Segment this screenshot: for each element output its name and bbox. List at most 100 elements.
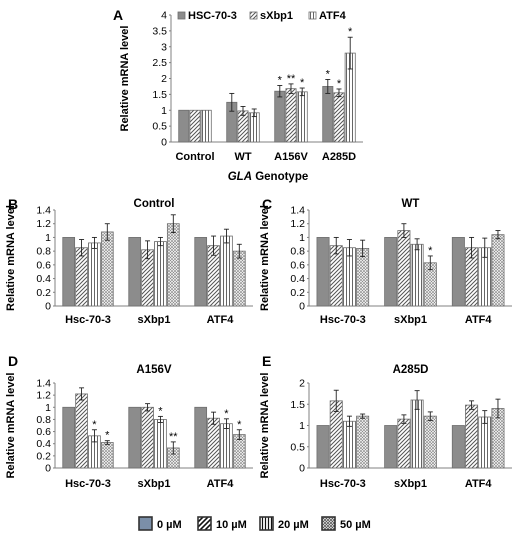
significance-marker: **: [287, 73, 296, 85]
legend-swatch: [259, 516, 274, 531]
category-label: Control: [175, 151, 214, 163]
y-tick-label: 2.5: [152, 57, 167, 69]
legend-label: 50 µM: [340, 519, 371, 531]
legend-swatch: [197, 516, 212, 531]
legend-item: 20 µM: [259, 516, 309, 531]
category-label: ATF4: [465, 314, 493, 326]
bar: [333, 92, 345, 143]
bar: [200, 109, 212, 143]
y-tick-label: 1.2: [290, 218, 305, 230]
bar: [178, 109, 190, 143]
legend-label: 0 µM: [157, 519, 182, 531]
bar: [329, 245, 343, 307]
significance-marker: *: [348, 26, 353, 38]
significance-marker: *: [92, 419, 97, 431]
y-tick-label: 0.6: [36, 259, 51, 271]
bar: [75, 393, 88, 469]
panel-letter: D: [8, 353, 18, 369]
y-tick-label: 3: [161, 41, 167, 53]
bar: [316, 425, 330, 469]
significance-marker: *: [158, 405, 163, 417]
bar: [62, 237, 76, 307]
legend-panel-a: HSC-70-3 sXbp1 ATF4: [177, 10, 347, 22]
category-label: Hsc-70-3: [320, 314, 366, 326]
legend-label: HSC-70-3: [188, 10, 237, 22]
bar: [220, 423, 233, 469]
bar: [342, 247, 356, 307]
y-tick-label: 0.2: [36, 287, 51, 299]
legend-item: ATF4: [308, 10, 347, 22]
y-tick-label: 1: [45, 402, 51, 414]
bar: [465, 404, 479, 469]
panel-letter: C: [262, 196, 272, 212]
bar: [220, 235, 233, 307]
panel-letter: E: [262, 353, 271, 369]
bar: [356, 415, 370, 469]
legend-item: 10 µM: [197, 516, 247, 531]
legend-swatch: [308, 11, 317, 20]
significance-marker: **: [169, 431, 178, 443]
y-tick-label: 0.4: [36, 273, 51, 285]
significance-marker: *: [337, 78, 342, 90]
legend-item: 50 µM: [321, 516, 371, 531]
y-tick-label: 1.4: [36, 205, 51, 217]
legend-swatch: [177, 11, 186, 20]
y-tick-label: 0: [45, 463, 51, 475]
y-tick-label: 0: [45, 301, 51, 313]
bar: [478, 416, 492, 469]
legend-bottom: 0 µM 10 µM 20 µM 50 µM: [138, 516, 371, 531]
category-label: Hsc-70-3: [65, 314, 111, 326]
y-tick-label: 2: [299, 378, 305, 390]
bar: [100, 231, 114, 307]
category-label: ATF4: [465, 478, 493, 490]
significance-marker: *: [428, 245, 433, 257]
category-label: sXbp1: [137, 478, 170, 490]
y-tick-label: 0: [299, 463, 305, 475]
bar: [397, 230, 411, 307]
y-axis-label: Relative mRNA level: [259, 205, 271, 311]
significance-marker: *: [237, 419, 242, 431]
bar: [128, 406, 142, 469]
bar: [128, 237, 142, 307]
significance-marker: *: [224, 408, 229, 420]
y-tick-label: 1.4: [36, 378, 51, 390]
y-axis-label: Relative mRNA level: [5, 373, 17, 479]
y-tick-label: 1: [161, 105, 167, 117]
bar: [384, 237, 398, 307]
bar: [194, 406, 208, 469]
bar: [62, 406, 76, 469]
bar: [322, 86, 334, 143]
y-tick-label: 1.2: [36, 218, 51, 230]
y-tick-label: 0.6: [290, 259, 305, 271]
bar: [189, 109, 201, 143]
bar: [423, 415, 437, 469]
bar: [274, 90, 286, 143]
y-tick-label: 0.5: [152, 121, 167, 133]
y-axis-label: Relative mRNA level: [5, 205, 17, 311]
panel-title: A156V: [136, 364, 171, 376]
legend-swatch: [321, 516, 336, 531]
y-tick-label: 1: [299, 420, 305, 432]
category-label: A285D: [322, 151, 356, 163]
category-label: ATF4: [207, 478, 235, 490]
y-tick-label: 0.2: [36, 450, 51, 462]
bar: [451, 425, 465, 469]
category-label: Hsc-70-3: [320, 478, 366, 490]
bar: [194, 237, 208, 307]
bar: [248, 112, 260, 143]
legend-item: 0 µM: [138, 516, 182, 531]
panel-title: Control: [134, 198, 175, 210]
bar: [384, 425, 398, 469]
y-tick-label: 0: [299, 301, 305, 313]
panel-letter: B: [8, 196, 18, 212]
category-label: sXbp1: [137, 314, 170, 326]
legend-label: 10 µM: [216, 519, 247, 531]
category-label: sXbp1: [394, 314, 427, 326]
y-tick-label: 0.8: [36, 246, 51, 258]
bar: [451, 237, 465, 307]
significance-marker: *: [105, 430, 110, 442]
bar: [232, 250, 246, 307]
bar: [88, 242, 101, 307]
